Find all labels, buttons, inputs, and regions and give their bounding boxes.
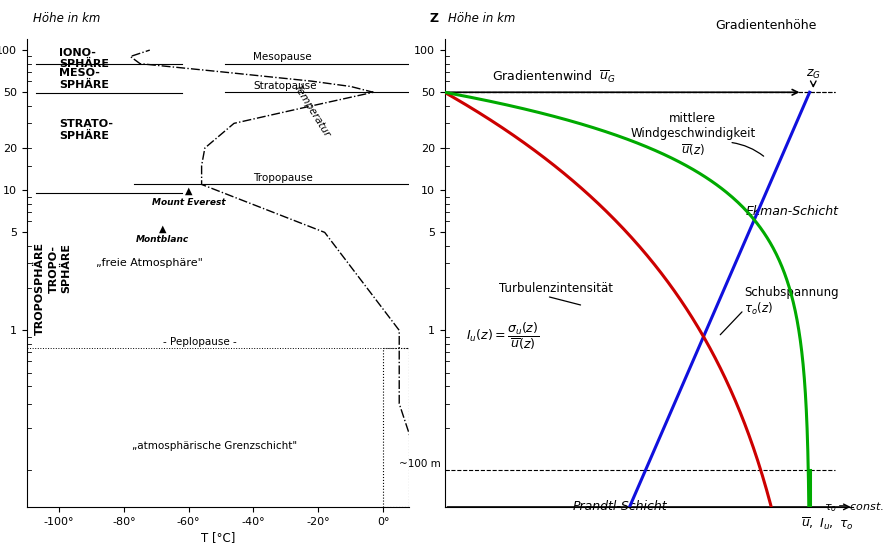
Text: Prandtl-Schicht: Prandtl-Schicht: [573, 500, 667, 514]
Text: STRATO-
SPHÄRE: STRATO- SPHÄRE: [59, 119, 113, 140]
Text: MESO-
SPHÄRE: MESO- SPHÄRE: [59, 69, 109, 90]
Text: $I_u(z)=\dfrac{\sigma_u(z)}{\overline{u}(z)}$: $I_u(z)=\dfrac{\sigma_u(z)}{\overline{u}…: [467, 321, 540, 353]
Text: „atmosphärische Grenzschicht": „atmosphärische Grenzschicht": [132, 441, 297, 451]
Text: TROPOSPHÄRE: TROPOSPHÄRE: [35, 242, 44, 335]
Text: „freie Atmosphäre": „freie Atmosphäre": [96, 258, 204, 268]
Text: Montblanc: Montblanc: [136, 235, 189, 244]
Text: Mount Everest: Mount Everest: [152, 198, 226, 207]
Text: $\overline{u},\ I_u,\ \tau_o$: $\overline{u},\ I_u,\ \tau_o$: [800, 516, 853, 532]
Text: Tropopause: Tropopause: [253, 173, 313, 183]
Text: IONO-
SPHÄRE: IONO- SPHÄRE: [59, 48, 109, 70]
Text: $z_G$: $z_G$: [805, 67, 821, 81]
Text: Mesopause: Mesopause: [253, 52, 312, 62]
Text: ~100 m: ~100 m: [399, 459, 441, 469]
Text: TROPO-
SPHÄRE: TROPO- SPHÄRE: [50, 243, 71, 292]
Text: Turbulenzintensität: Turbulenzintensität: [500, 282, 613, 295]
Text: Höhe in km: Höhe in km: [448, 12, 516, 25]
Text: Schubspannung
$\tau_o(z)$: Schubspannung $\tau_o(z)$: [744, 286, 838, 317]
Text: - Peplopause -: - Peplopause -: [163, 337, 236, 347]
Text: $\tau_o = const.$: $\tau_o = const.$: [824, 500, 885, 514]
Text: ▲: ▲: [159, 223, 166, 233]
Text: Gradientenhöhe: Gradientenhöhe: [715, 19, 816, 32]
Text: ▲: ▲: [185, 186, 192, 196]
X-axis label: T [°C]: T [°C]: [201, 531, 235, 544]
Text: Höhe in km: Höhe in km: [33, 12, 100, 25]
Text: mittlere
Windgeschwindigkeit
$\overline{u}(z)$: mittlere Windgeschwindigkeit $\overline{…: [630, 112, 756, 157]
Text: Z: Z: [430, 12, 439, 25]
Text: Temperatur: Temperatur: [292, 82, 332, 139]
Text: Stratopause: Stratopause: [253, 81, 317, 91]
Text: Ekman-Schicht: Ekman-Schicht: [746, 206, 839, 218]
Text: Gradientenwind  $\overline{u}_G$: Gradientenwind $\overline{u}_G$: [493, 69, 616, 85]
